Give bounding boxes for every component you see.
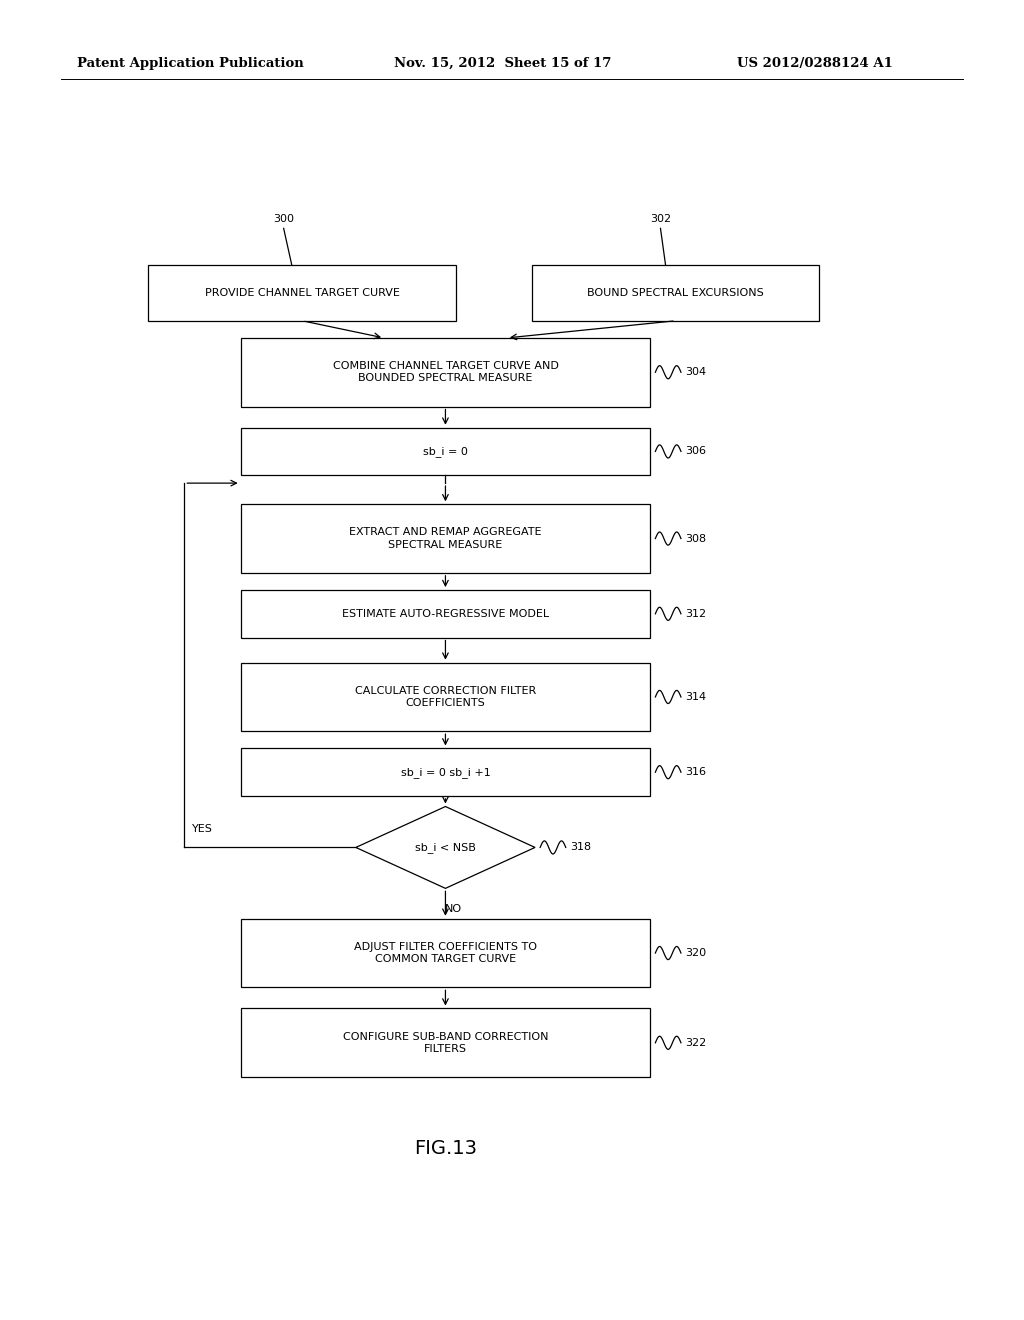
Bar [532,265,819,321]
Bar [241,1008,650,1077]
Text: 320: 320 [685,948,707,958]
Polygon shape [356,807,535,888]
Text: 308: 308 [685,533,707,544]
Bar [241,663,650,731]
Text: PROVIDE CHANNEL TARGET CURVE: PROVIDE CHANNEL TARGET CURVE [205,288,399,298]
Text: US 2012/0288124 A1: US 2012/0288124 A1 [737,57,893,70]
Bar [241,428,650,475]
Text: BOUND SPECTRAL EXCURSIONS: BOUND SPECTRAL EXCURSIONS [588,288,764,298]
Text: EXTRACT AND REMAP AGGREGATE
SPECTRAL MEASURE: EXTRACT AND REMAP AGGREGATE SPECTRAL MEA… [349,528,542,549]
Text: sb_i < NSB: sb_i < NSB [415,842,476,853]
Text: ESTIMATE AUTO-REGRESSIVE MODEL: ESTIMATE AUTO-REGRESSIVE MODEL [342,609,549,619]
Text: Patent Application Publication: Patent Application Publication [77,57,303,70]
Text: 312: 312 [685,609,707,619]
Text: 316: 316 [685,767,707,777]
Text: 318: 318 [569,842,591,853]
Text: FIG.13: FIG.13 [414,1139,477,1158]
Text: CALCULATE CORRECTION FILTER
COEFFICIENTS: CALCULATE CORRECTION FILTER COEFFICIENTS [354,686,537,708]
Text: CONFIGURE SUB-BAND CORRECTION
FILTERS: CONFIGURE SUB-BAND CORRECTION FILTERS [343,1032,548,1053]
Bar [241,504,650,573]
Text: ADJUST FILTER COEFFICIENTS TO
COMMON TARGET CURVE: ADJUST FILTER COEFFICIENTS TO COMMON TAR… [354,942,537,964]
Text: YES: YES [193,824,213,834]
Bar [241,748,650,796]
Text: sb_i = 0 sb_i +1: sb_i = 0 sb_i +1 [400,767,490,777]
Text: Nov. 15, 2012  Sheet 15 of 17: Nov. 15, 2012 Sheet 15 of 17 [394,57,611,70]
Text: 302: 302 [650,214,672,224]
Text: 314: 314 [685,692,707,702]
Text: 322: 322 [685,1038,707,1048]
Text: 304: 304 [685,367,707,378]
Bar [241,338,650,407]
Text: NO: NO [445,904,462,915]
Bar [241,590,650,638]
Bar [241,919,650,987]
Text: 300: 300 [273,214,295,224]
Text: sb_i = 0: sb_i = 0 [423,446,468,457]
Text: 306: 306 [685,446,707,457]
Text: COMBINE CHANNEL TARGET CURVE AND
BOUNDED SPECTRAL MEASURE: COMBINE CHANNEL TARGET CURVE AND BOUNDED… [333,362,558,383]
Bar [148,265,456,321]
